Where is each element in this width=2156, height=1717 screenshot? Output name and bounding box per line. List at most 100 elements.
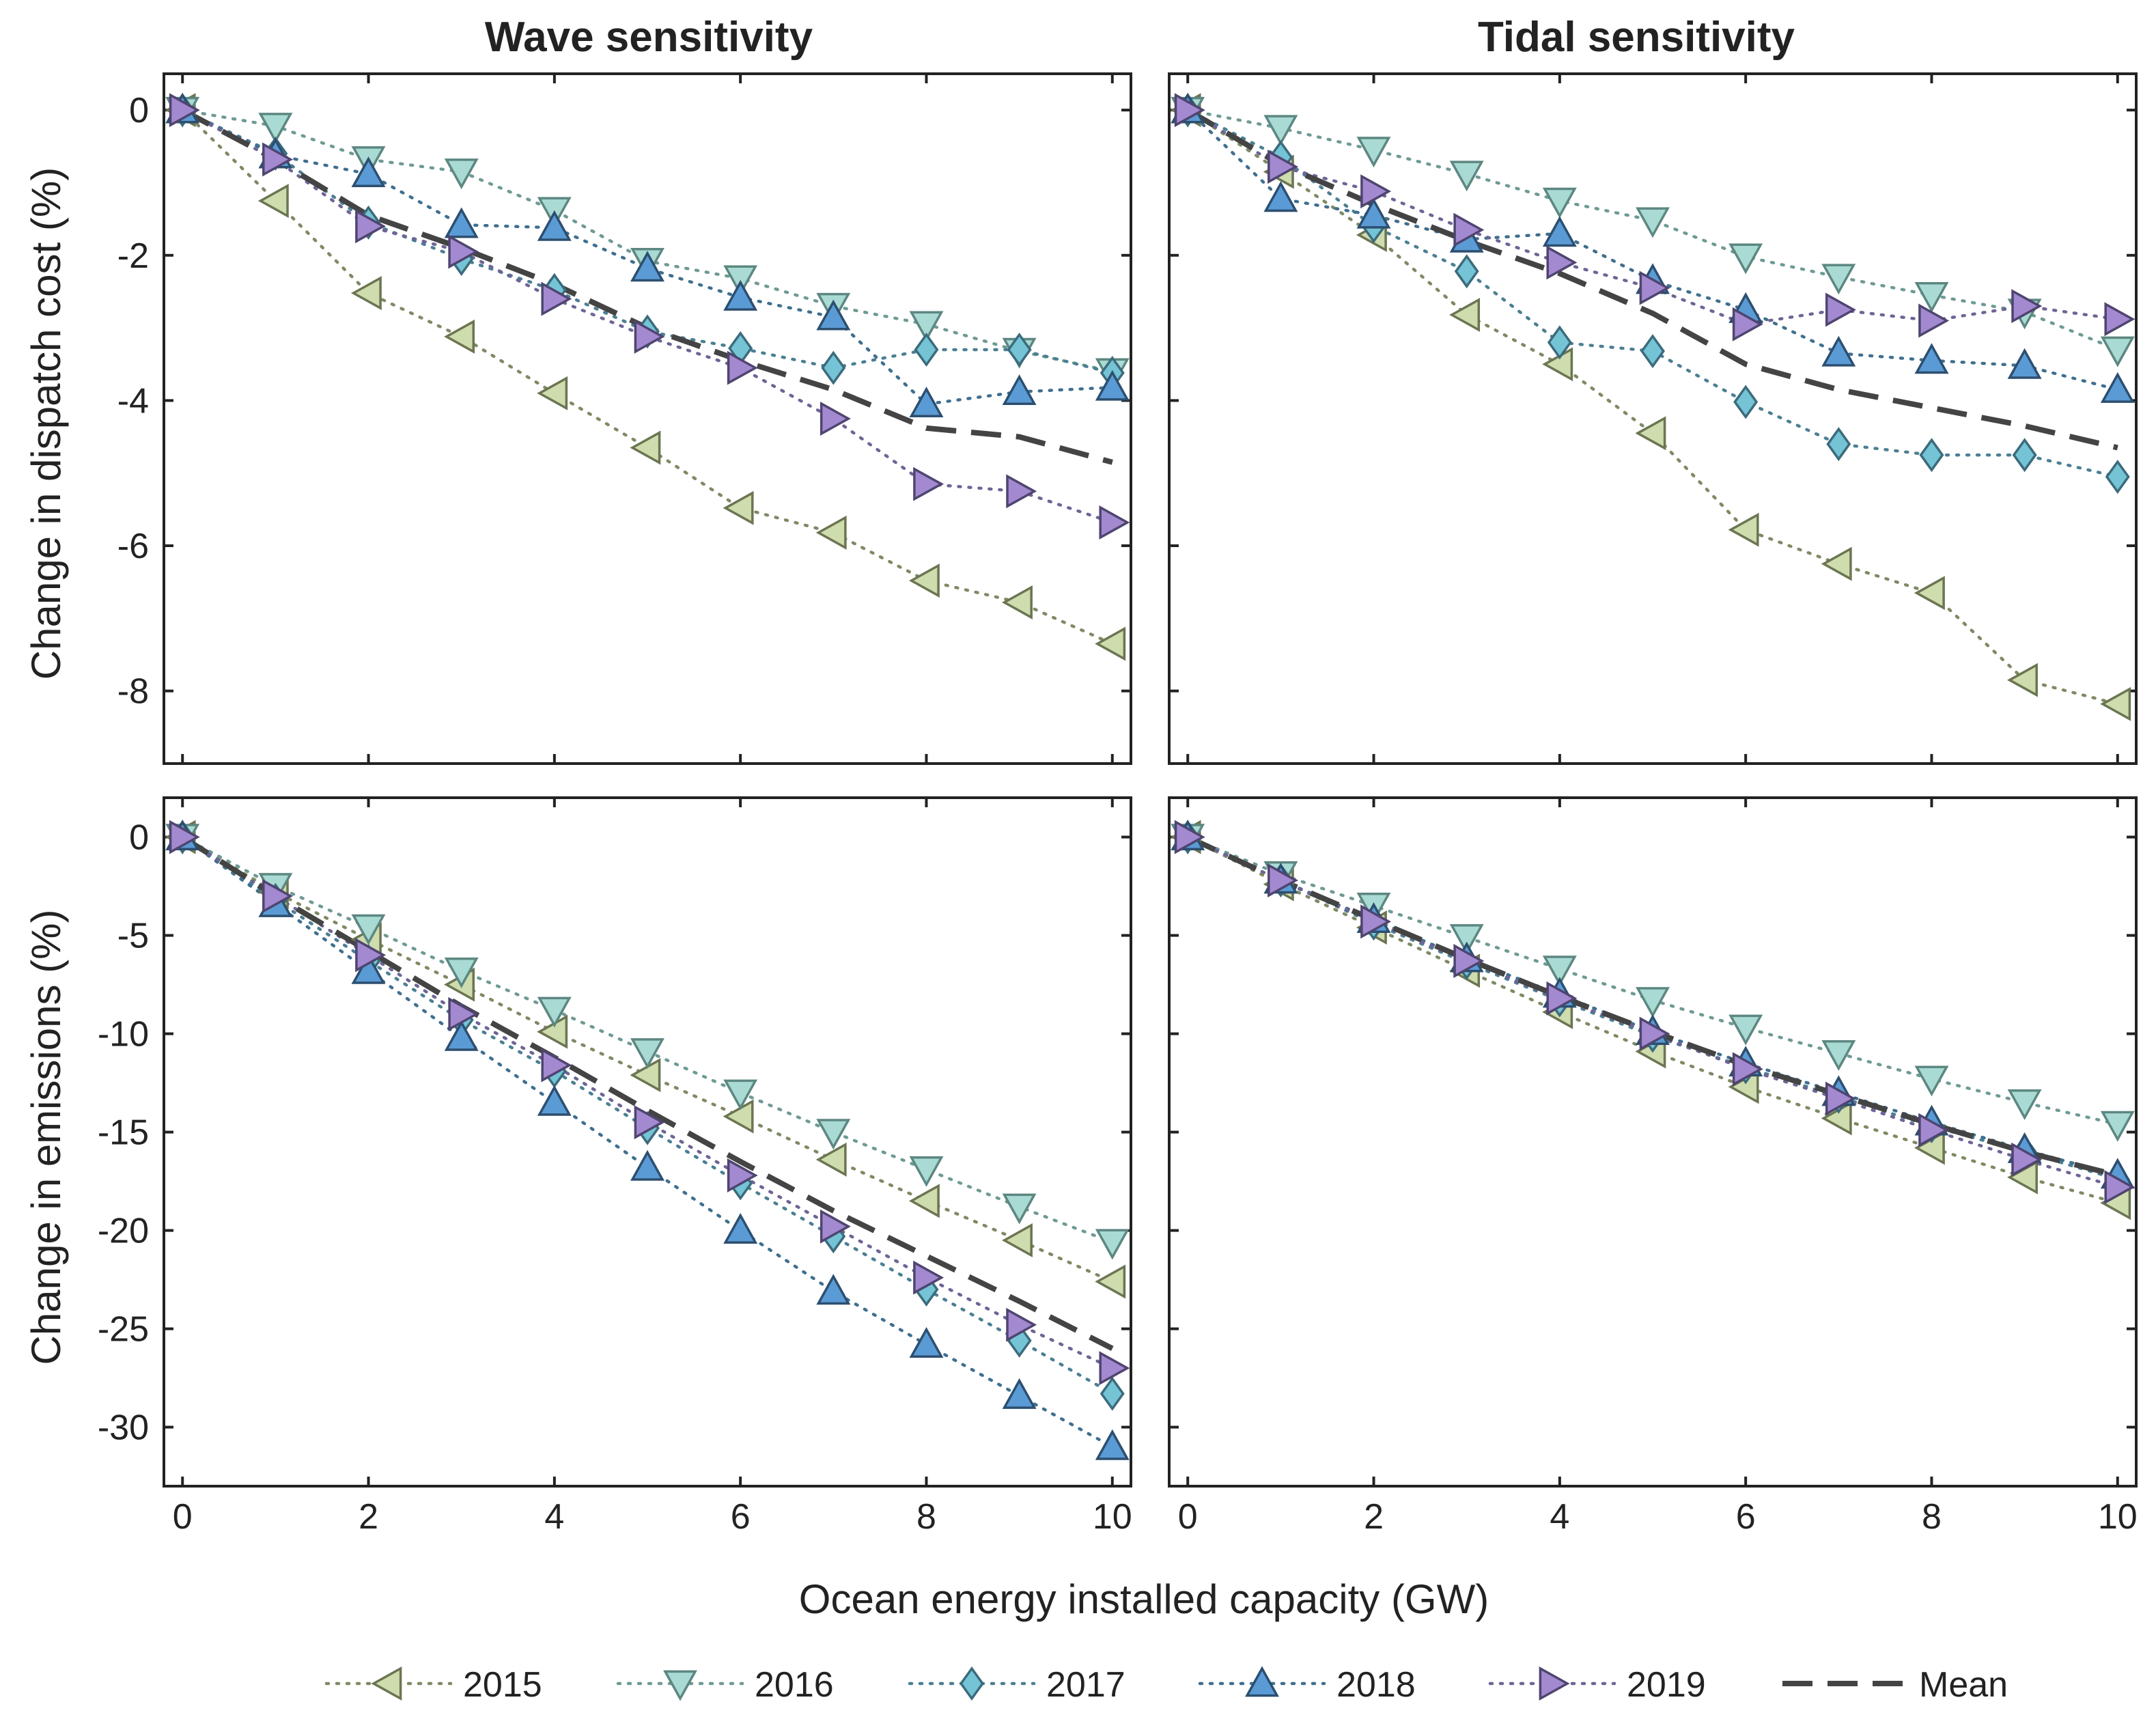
marker-2015 [1635,416,1666,451]
marker-2017 [1547,325,1572,360]
marker-2019 [1174,93,1205,128]
series-line-2015 [180,108,1115,645]
y-tick-label: 0 [129,91,149,130]
y-tick-label: -2 [117,236,149,276]
marker-2015 [1095,1264,1126,1299]
x-tick-label: 4 [1550,1497,1569,1537]
series-line-2016 [1186,835,2120,1126]
series-line-2019 [180,108,1115,525]
x-tick-label: 6 [731,1497,751,1537]
legend-item-2019: 2019 [1488,1665,1706,1705]
marker-2016 [1728,243,1763,275]
marker-2016 [909,1156,944,1187]
marker-2017 [1919,438,1944,473]
marker-2015 [1001,585,1033,619]
series-line-2017 [180,835,1115,1395]
marker-2019 [1453,212,1485,247]
marker-2018 [816,1274,851,1305]
marker-2019 [448,234,479,269]
marker-2019 [1639,1016,1670,1051]
marker-2018 [1821,335,1856,367]
x-tick-label: 6 [1736,1497,1756,1537]
marker-2019 [1360,174,1392,209]
legend-label: 2019 [1627,1665,1706,1705]
panel-tidal-emissions: 0 2 4 6 8 10 [1168,796,2138,1537]
marker-2019 [820,402,851,436]
marker-2019 [1174,820,1205,854]
marker-2016 [1095,1229,1130,1260]
plot-frame [163,72,1132,765]
series-line-2015 [1186,108,2120,706]
marker-2015 [1728,512,1759,547]
marker-2018 [816,299,851,331]
marker-2016 [1636,987,1670,1018]
xlabel-capacity: Ocean energy installed capacity (GW) [799,1576,1489,1622]
marker-2019 [541,281,572,316]
marker-2017 [1007,333,1032,367]
x-tick-label: 4 [544,1497,564,1537]
marker-2016 [909,311,944,342]
marker-2016 [1356,137,1391,168]
marker-2019 [2011,1142,2043,1177]
legend-label: 2017 [1046,1665,1125,1705]
marker-2016 [1263,115,1298,146]
marker-2019 [1546,245,1578,280]
marker-2018 [909,1326,944,1358]
x-tick-label: 0 [173,1497,193,1537]
marker-2016 [1002,1193,1037,1225]
legend-marker-2017 [960,1666,984,1701]
marker-2016 [537,996,572,1028]
marker-2019 [727,350,758,385]
marker-2016 [816,1119,851,1150]
series-line-mean [1186,107,2118,451]
marker-2018 [630,251,664,282]
marker-2019 [355,209,387,244]
series-line-2018 [180,108,1115,406]
marker-2015 [444,319,475,354]
marker-2018 [537,1085,572,1116]
marker-2019 [1006,474,1037,509]
marker-2019 [1268,863,1299,897]
marker-2016 [2100,1111,2135,1142]
x-tick-label: 8 [1922,1497,1942,1537]
legend-marker-2016 [663,1670,697,1701]
marker-2019 [355,938,387,973]
y-tick-label: 0 [129,818,149,858]
marker-2019 [262,142,294,177]
series-line-mean [181,107,1113,465]
marker-2016 [1542,187,1577,219]
title-wave: Wave sensitivity [485,14,813,61]
marker-2015 [350,276,382,311]
x-tick-label: 10 [2098,1497,2138,1537]
marker-2018 [723,1212,758,1244]
title-tidal: Tidal sensitivity [1478,14,1795,61]
marker-2018 [909,387,944,418]
marker-2016 [1914,281,1949,313]
marker-2015 [723,1099,754,1134]
plot-frame [1168,796,2138,1488]
marker-2016 [444,158,479,190]
marker-2019 [1825,1081,1856,1116]
legend-marker-2015 [371,1666,402,1701]
marker-2019 [169,820,200,854]
legend: 2015 2016 2017 2018 2019 Mean [324,1665,2008,1705]
marker-2019 [1639,270,1670,305]
marker-2018 [1095,369,1130,401]
marker-2015 [1095,626,1126,661]
marker-2016 [1821,1040,1856,1072]
legend-marker-2019 [1539,1666,1570,1701]
marker-2019 [1006,1307,1037,1342]
marker-2016 [1449,160,1484,192]
marker-2015 [723,490,754,525]
marker-2018 [2100,372,2135,403]
marker-2019 [913,1260,944,1295]
marker-2016 [444,958,479,989]
marker-2018 [444,1020,479,1051]
marker-2016 [2100,336,2135,367]
marker-2016 [1821,264,1856,295]
legend-item-2018: 2018 [1198,1665,1416,1705]
y-tick-label: -8 [117,672,149,712]
marker-2016 [351,914,386,945]
marker-2019 [2011,289,2043,324]
